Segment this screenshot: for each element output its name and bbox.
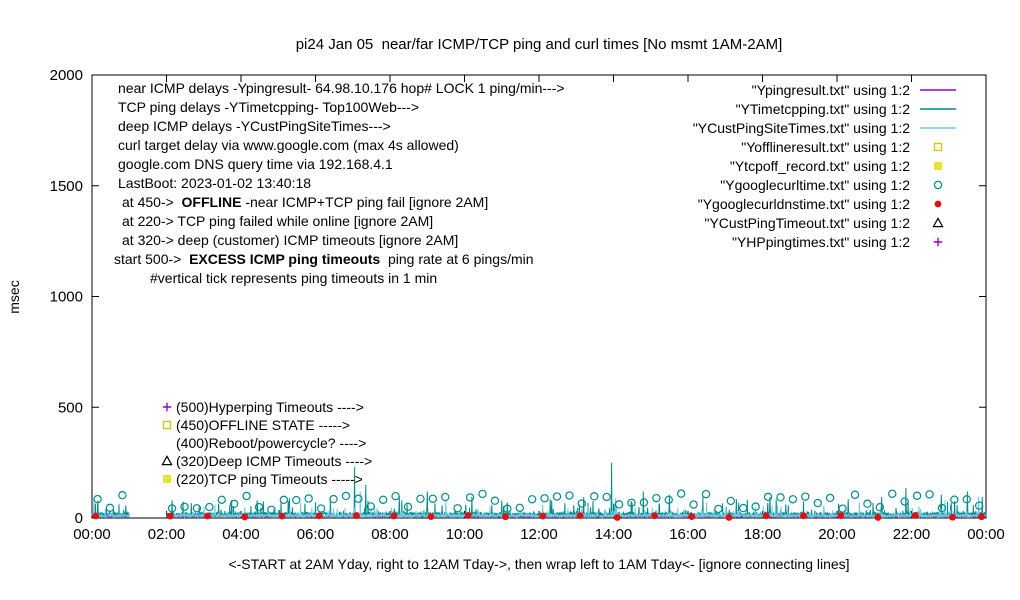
- x-tick-label: 22:00: [893, 526, 931, 543]
- x-tick-label: 00:00: [967, 526, 1005, 543]
- annotation-text: at 220-> TCP ping failed while online [i…: [122, 213, 434, 229]
- annotation-line: start 500-> EXCESS ICMP ping timeouts pi…: [114, 250, 565, 269]
- annotation-text: at 320-> deep (customer) ICMP timeouts […: [122, 232, 459, 248]
- threshold-annotations: (500)Hyperping Timeouts ----> (450)OFFLIN…: [159, 398, 372, 488]
- legend-entry: "Yofflineresult.txt" using 1:2: [693, 137, 958, 156]
- annotation-line: near ICMP delays -Ypingresult- 64.98.10.…: [118, 79, 565, 98]
- y-tick-label: 500: [58, 399, 83, 416]
- threshold-text: (320)Deep ICMP Timeouts ---->: [176, 453, 373, 469]
- threshold-text: (500)Hyperping Timeouts ---->: [176, 399, 364, 415]
- threshold-label: (320)Deep ICMP Timeouts ---->: [159, 452, 372, 470]
- annotation-line: LastBoot: 2023-01-02 13:40:18: [118, 174, 565, 193]
- legend-plus-icon: [933, 237, 943, 246]
- annotation-text: TCP ping delays -YTimetcpping- Top100Web…: [118, 99, 420, 115]
- annotation-text: start 500->: [114, 251, 190, 267]
- threshold-label: (450)OFFLINE STATE ----->: [159, 416, 372, 434]
- y-tick-label: 0: [75, 510, 83, 527]
- series-5: [93, 489, 984, 514]
- annotation-line: #vertical tick represents ping timeouts …: [150, 269, 565, 288]
- info-annotations: near ICMP delays -Ypingresult- 64.98.10.…: [114, 79, 565, 288]
- x-tick-label: 20:00: [818, 526, 856, 543]
- x-tick-label: 14:00: [595, 526, 633, 543]
- x-tick-label: 00:00: [73, 526, 111, 543]
- annotation-line: deep ICMP delays -YCustPingSiteTimes--->: [118, 117, 565, 136]
- annotation-text: LastBoot: 2023-01-02 13:40:18: [118, 175, 312, 191]
- annotation-line: google.com DNS query time via 192.168.4.…: [118, 155, 565, 174]
- legend-label: "Ygooglecurltime.txt" using 1:2: [720, 176, 910, 193]
- annotation-text: deep ICMP delays -YCustPingSiteTimes--->: [118, 118, 391, 134]
- annotation-line: curl target delay via www.google.com (ma…: [118, 136, 565, 155]
- legend-label: "Yofflineresult.txt" using 1:2: [741, 138, 910, 155]
- threshold-label: (220)TCP ping Timeouts ----->: [159, 470, 372, 488]
- legend-entry: "YTimetcpping.txt" using 1:2: [693, 99, 958, 118]
- square-filled-icon: [163, 475, 171, 483]
- legend-label: "YTimetcpping.txt" using 1:2: [735, 100, 910, 117]
- y-tick-label: 1000: [50, 289, 83, 306]
- annotation-text: ping rate at 6 pings/min: [380, 251, 534, 267]
- x-tick-label: 02:00: [148, 526, 186, 543]
- annotation-line: TCP ping delays -YTimetcpping- Top100Web…: [118, 98, 565, 117]
- legend-circle-filled-icon: [934, 200, 942, 207]
- x-tick-label: 16:00: [669, 526, 707, 543]
- annotation-line: at 220-> TCP ping failed while online [i…: [122, 212, 565, 231]
- legend-label: "YHPpingtimes.txt" using 1:2: [731, 233, 910, 250]
- annotation-text: -near ICMP+TCP ping fail [ignore 2AM]: [241, 194, 489, 210]
- plus-icon: [162, 402, 172, 412]
- x-axis-label: <-START at 2AM Yday, right to 12AM Tday-…: [228, 556, 850, 572]
- legend-entry: "YHPpingtimes.txt" using 1:2: [693, 232, 958, 251]
- series-6: [92, 512, 985, 521]
- legend-entry: "YCustPingSiteTimes.txt" using 1:2: [693, 118, 958, 137]
- annotation-line: at 320-> deep (customer) ICMP timeouts […: [122, 231, 565, 250]
- marker-spacer: [159, 435, 176, 451]
- legend-label: "YCustPingTimeout.txt" using 1:2: [704, 214, 910, 231]
- annotation-text: google.com DNS query time via 192.168.4.…: [118, 156, 393, 172]
- legend-label: "Ypingresult.txt" using 1:2: [751, 81, 910, 98]
- annotation-text-bold: EXCESS ICMP ping timeouts: [189, 251, 381, 267]
- threshold-text: (220)TCP ping Timeouts ----->: [176, 471, 363, 487]
- threshold-text: (450)OFFLINE STATE ----->: [176, 417, 351, 433]
- legend-square-filled-icon: [934, 161, 942, 170]
- legend-label: "YCustPingSiteTimes.txt" using 1:2: [692, 119, 910, 136]
- legend-label: "Ygooglecurldnstime.txt" using 1:2: [697, 195, 910, 212]
- y-tick-label: 2000: [50, 67, 83, 84]
- x-tick-label: 06:00: [297, 526, 335, 543]
- threshold-label: (500)Hyperping Timeouts ---->: [159, 398, 372, 416]
- legend-entry: "Ytcpoff_record.txt" using 1:2: [693, 156, 958, 175]
- legend-line-sample: [920, 126, 956, 129]
- annotation-text: curl target delay via www.google.com (ma…: [118, 137, 459, 153]
- chart-title: pi24 Jan 05 near/far ICMP/TCP ping and c…: [295, 36, 783, 53]
- annotation-text: #vertical tick represents ping timeouts …: [150, 270, 438, 286]
- legend-line-sample: [920, 107, 956, 110]
- legend-entry: "YCustPingTimeout.txt" using 1:2: [693, 213, 958, 232]
- y-tick-label: 1500: [50, 178, 83, 195]
- legend-entry: "Ygooglecurltime.txt" using 1:2: [693, 175, 958, 194]
- x-tick-label: 12:00: [520, 526, 558, 543]
- legend-label: "Ytcpoff_record.txt" using 1:2: [729, 157, 910, 174]
- square-open-icon: [162, 420, 172, 430]
- legend-circle-open-icon: [933, 180, 943, 189]
- legend: "Ypingresult.txt" using 1:2 "YTimetcpping…: [693, 80, 958, 251]
- legend-square-open-icon: [933, 142, 943, 151]
- x-tick-label: 10:00: [446, 526, 484, 543]
- annotation-line: at 450-> OFFLINE -near ICMP+TCP ping fai…: [122, 193, 565, 212]
- annotation-text: at 450->: [122, 194, 182, 210]
- legend-entry: "Ygooglecurldnstime.txt" using 1:2: [693, 194, 958, 213]
- annotation-text: near ICMP delays -Ypingresult- 64.98.10.…: [118, 80, 565, 96]
- threshold-text: (400)Reboot/powercycle? ---->: [176, 435, 367, 451]
- x-tick-label: 18:00: [744, 526, 782, 543]
- triangle-open-icon: [161, 455, 173, 466]
- legend-line-sample: [920, 88, 956, 91]
- legend-triangle-open-icon: [932, 216, 944, 227]
- annotation-text-bold: OFFLINE: [181, 194, 242, 210]
- legend-entry: "Ypingresult.txt" using 1:2: [693, 80, 958, 99]
- x-tick-label: 08:00: [371, 526, 409, 543]
- x-tick-label: 04:00: [222, 526, 260, 543]
- threshold-label: (400)Reboot/powercycle? ---->: [159, 434, 372, 452]
- tick-labels: 0 500 1000 1500 2000 00:00 02:00 04:00 06:00 08:0…: [50, 67, 1005, 543]
